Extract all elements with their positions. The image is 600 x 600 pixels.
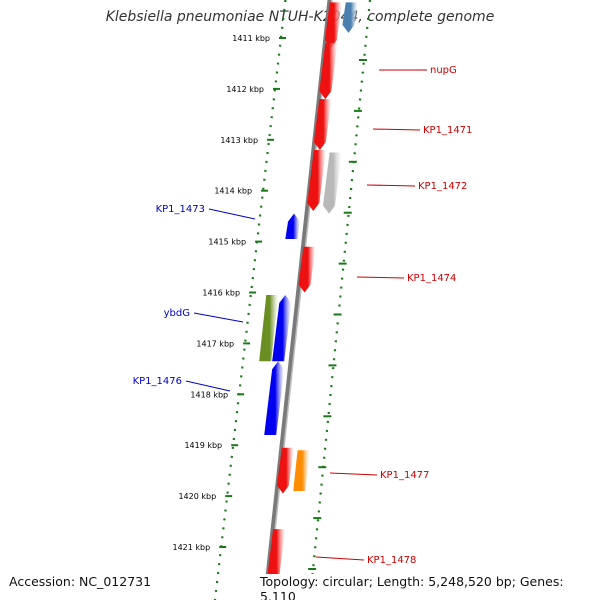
gene-feature [285, 213, 301, 240]
gene-label-kp1_1478: KP1_1478 [367, 555, 416, 566]
label-leader-line [329, 472, 378, 476]
tick-label: 1417 kbp [196, 339, 234, 348]
label-leader-line [372, 128, 421, 131]
gene-feature [342, 2, 358, 33]
gene-feature [264, 361, 285, 436]
gene-feature [298, 246, 316, 293]
label-leader-line [185, 380, 231, 392]
gene-feature [319, 43, 338, 100]
gene-feature [324, 2, 342, 49]
gene-label-kp1_1472: KP1_1472 [418, 181, 467, 192]
tick-label: 1414 kbp [214, 187, 252, 196]
tick-label: 1412 kbp [226, 85, 264, 94]
accession-text: Accession: NC_012731 [8, 574, 153, 589]
gene-feature [272, 295, 292, 362]
gene-label-kp1_1471: KP1_1471 [423, 125, 472, 136]
gene-label-nupg: nupG [430, 65, 457, 76]
gene-label-ybdg: ybdG [164, 308, 190, 319]
label-leader-line [356, 276, 405, 279]
tick-label: 1419 kbp [184, 441, 222, 450]
label-leader-line [366, 184, 416, 187]
tick-label: 1418 kbp [190, 390, 228, 399]
gene-feature [313, 99, 332, 150]
gene-feature [307, 149, 326, 212]
tick-label: 1420 kbp [178, 492, 216, 501]
topology-text: Topology: circular; Length: 5,248,520 bp… [259, 574, 600, 600]
gene-feature [259, 295, 279, 362]
genome-title: Klebsiella pneumoniae NTUH-K2044, comple… [105, 9, 495, 25]
ruler-dots-inner [213, 0, 287, 600]
gene-feature [276, 447, 294, 494]
tick-label: 1416 kbp [202, 289, 240, 298]
label-leader-line [208, 208, 256, 220]
gene-feature [293, 450, 310, 492]
gene-label-kp1_1476: KP1_1476 [133, 376, 182, 387]
ruler-dots-outer [308, 0, 372, 600]
gene-feature [323, 152, 342, 214]
gene-label-kp1_1477: KP1_1477 [380, 470, 429, 481]
tick-label: 1411 kbp [232, 34, 270, 43]
gene-label-kp1_1474: KP1_1474 [407, 273, 456, 284]
gene-label-kp1_1473: KP1_1473 [156, 204, 205, 215]
tick-label: 1421 kbp [172, 543, 210, 552]
label-leader-line [193, 312, 244, 323]
label-leader-line [315, 556, 365, 561]
tick-label: 1413 kbp [220, 136, 258, 145]
tick-label: 1415 kbp [208, 238, 246, 247]
